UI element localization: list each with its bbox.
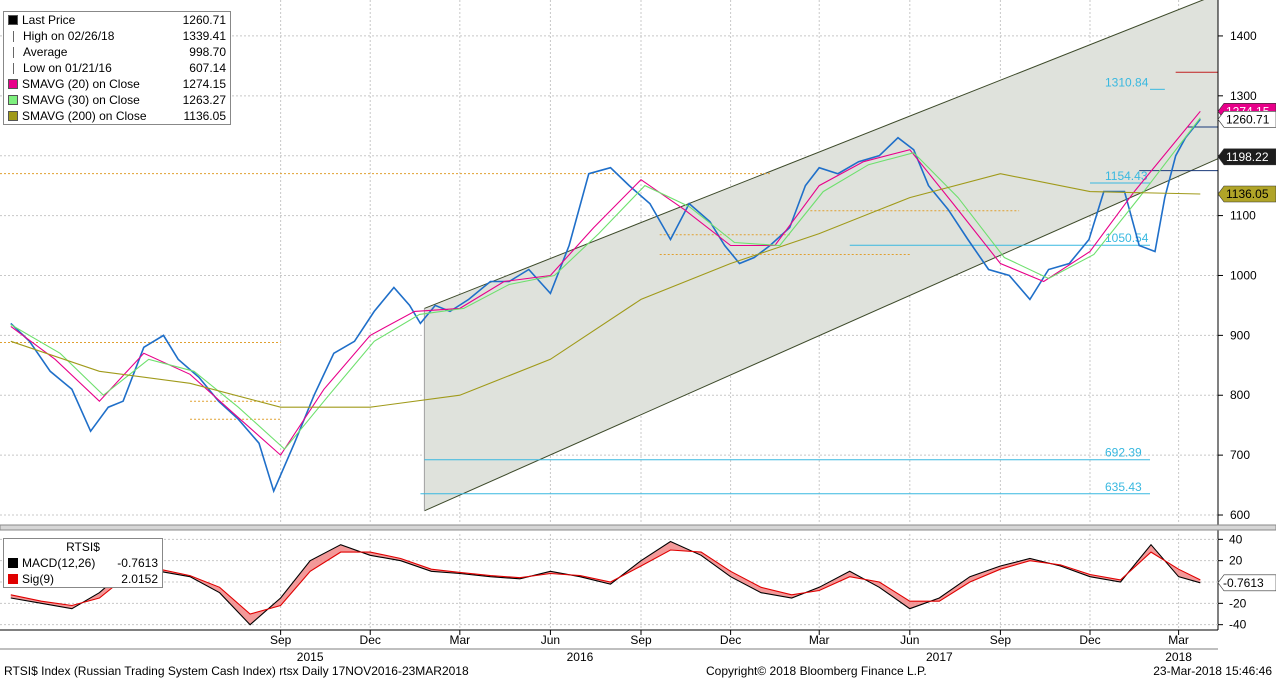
macd-value-tag-label: -0.7613 — [1223, 576, 1264, 590]
macd-value-tag: -0.7613 — [1217, 574, 1276, 592]
macd-legend-row: MACD(12,26) -0.7613 — [4, 555, 162, 571]
macd-legend: RTSI$ MACD(12,26) -0.7613 Sig(9) 2.0152 — [3, 538, 163, 588]
price-tag-label: 1260.71 — [1226, 112, 1270, 126]
y-tick-label: 1400 — [1230, 29, 1257, 43]
x-month-label: Sep — [990, 633, 1012, 647]
footer-copyright: Copyright© 2018 Bloomberg Finance L.P. — [706, 664, 927, 678]
price-legend-row: High on 02/26/18 1339.41 — [4, 28, 230, 44]
annotation-label: 1050.54 — [1105, 231, 1149, 245]
series-line-smavg-30-on-close — [10, 117, 1201, 450]
x-month-label: Mar — [809, 633, 830, 647]
price-tag: 1260.71 — [1217, 111, 1276, 128]
annotation-label: 692.39 — [1105, 446, 1142, 460]
legend-high-marker-icon — [13, 30, 14, 42]
legend-value: 1136.05 — [183, 109, 227, 123]
legend-label: High on 02/26/18 — [23, 29, 115, 43]
legend-label: Low on 01/21/16 — [23, 61, 112, 75]
x-month-label: Dec — [360, 633, 381, 647]
legend-label: Average — [23, 45, 68, 59]
y-tick-label: 700 — [1230, 448, 1250, 462]
macd-y-tick-label: -40 — [1229, 618, 1247, 632]
legend-avg-marker-icon — [13, 46, 14, 58]
legend-value: 1263.27 — [182, 93, 226, 107]
macd-y-tick-label: 40 — [1229, 532, 1243, 546]
x-month-label: Mar — [449, 633, 470, 647]
y-tick-label: 900 — [1230, 328, 1250, 342]
footer-timestamp: 23-Mar-2018 15:46:46 — [1153, 664, 1272, 678]
price-tag-label: 1136.05 — [1226, 187, 1269, 201]
price-tag: 1198.22 — [1217, 148, 1276, 166]
y-tick-label: 600 — [1230, 508, 1250, 522]
x-month-label: Sep — [630, 633, 652, 647]
price-legend-row: SMAVG (20) on Close 1274.15 — [4, 76, 230, 92]
trend-channel-fill — [424, 0, 1218, 511]
y-tick-label: 800 — [1230, 388, 1250, 402]
legend-value: 607.14 — [189, 61, 226, 75]
legend-swatch — [8, 558, 18, 568]
x-year-label: 2018 — [1165, 650, 1192, 664]
price-tag: 1136.05 — [1217, 185, 1276, 203]
legend-label: SMAVG (20) on Close — [22, 77, 140, 91]
y-tick-label: 1100 — [1230, 209, 1256, 223]
macd-y-tick-label: 20 — [1229, 554, 1243, 568]
x-month-label: Dec — [1079, 633, 1100, 647]
macd-series-line-sig-9 — [10, 549, 1201, 615]
macd-legend-row: Sig(9) 2.0152 — [4, 571, 162, 587]
annotation-label: 1154.43 — [1105, 169, 1148, 183]
legend-value: 1274.15 — [182, 77, 226, 91]
price-legend: Last Price 1260.71 High on 02/26/18 1339.41… — [3, 11, 231, 125]
x-month-label: Mar — [1168, 633, 1189, 647]
x-month-label: Jun — [900, 633, 919, 647]
macd-y-tick-label: -20 — [1229, 596, 1247, 610]
legend-label: SMAVG (30) on Close — [22, 93, 140, 107]
x-year-label: 2015 — [297, 650, 324, 664]
x-month-label: Dec — [720, 633, 741, 647]
legend-value: 1260.71 — [182, 13, 226, 27]
legend-label: Sig(9) — [22, 572, 55, 586]
x-month-label: Sep — [270, 633, 292, 647]
legend-value: 2.0152 — [121, 572, 158, 586]
price-tag-label: 1198.22 — [1226, 150, 1269, 164]
price-legend-row: Last Price 1260.71 — [4, 12, 230, 28]
price-legend-row: SMAVG (30) on Close 1263.27 — [4, 92, 230, 108]
annotation-label: 635.43 — [1105, 480, 1142, 494]
legend-value: 1339.41 — [182, 29, 226, 43]
panel-separator — [0, 524, 1276, 531]
legend-label: MACD(12,26) — [22, 556, 96, 570]
series-line-last-price — [10, 118, 1201, 494]
y-tick-label: 1000 — [1230, 268, 1257, 282]
price-legend-row: Low on 01/21/16 607.14 — [4, 60, 230, 76]
legend-value: -0.7613 — [117, 556, 158, 570]
series-line-smavg-200-on-close — [10, 173, 1201, 408]
price-tag-box — [1217, 185, 1276, 203]
price-legend-row: SMAVG (200) on Close 1136.05 — [4, 108, 230, 124]
price-tag-box — [1217, 111, 1276, 128]
x-year-label: 2017 — [926, 650, 953, 664]
macd-series-line-macd-12-26 — [10, 540, 1201, 626]
trend-channel-lower-line — [424, 158, 1219, 512]
legend-label: Last Price — [22, 13, 76, 27]
macd-value-tag-box — [1217, 574, 1276, 592]
price-tag-box — [1217, 148, 1276, 166]
legend-label: SMAVG (200) on Close — [22, 109, 147, 123]
legend-swatch — [8, 111, 18, 121]
legend-swatch — [8, 79, 18, 89]
macd-signal-fill — [10, 541, 1201, 625]
y-tick-label: 1300 — [1230, 89, 1257, 103]
trend-channel-upper-line — [424, 0, 1205, 309]
legend-swatch — [8, 574, 18, 584]
x-year-label: 2016 — [567, 650, 594, 664]
price-legend-row: Average 998.70 — [4, 44, 230, 60]
footer-left: RTSI$ Index (Russian Trading System Cash… — [4, 664, 469, 678]
x-month-label: Jun — [541, 633, 560, 647]
legend-low-marker-icon — [13, 62, 14, 74]
legend-swatch — [8, 95, 18, 105]
annotation-label: 1310.84 — [1105, 75, 1149, 89]
legend-value: 998.70 — [189, 45, 226, 59]
legend-swatch — [8, 15, 18, 25]
macd-legend-title: RTSI$ — [66, 540, 100, 554]
